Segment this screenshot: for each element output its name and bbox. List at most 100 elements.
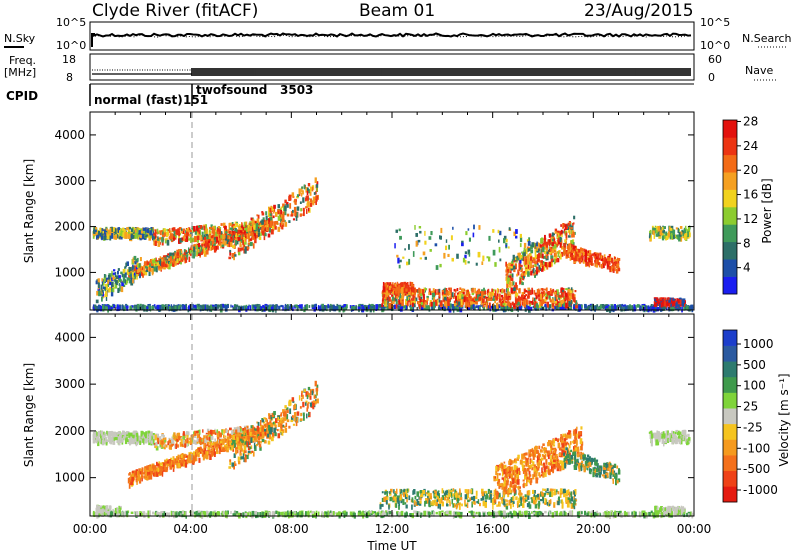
echo-cell (388, 302, 392, 309)
echo-cell (169, 230, 172, 235)
echo-cell (122, 280, 125, 283)
echo-cell (243, 234, 246, 237)
echo-cell (201, 243, 204, 247)
echo-cell (97, 230, 101, 235)
echo-cell (235, 304, 239, 307)
echo-cell (405, 288, 408, 292)
echo-cell (261, 226, 265, 232)
echo-cell (253, 224, 256, 230)
echo-cell (194, 236, 197, 242)
echo-cell (477, 294, 479, 301)
echo-cell (221, 244, 225, 248)
echo-cell (582, 252, 585, 257)
echo-cell (191, 244, 194, 250)
echo-cell (289, 203, 292, 209)
echo-cell (305, 197, 307, 202)
echo-cell (679, 226, 683, 229)
echo-cell (520, 254, 523, 259)
echo-cell (299, 201, 302, 204)
echo-cell (228, 222, 230, 227)
echo-cell (195, 243, 198, 247)
echo-cell (213, 242, 216, 246)
echo-cell (172, 227, 175, 232)
echo-cell (589, 305, 592, 308)
echo-cell (505, 261, 507, 267)
echo-cell (118, 278, 122, 282)
echo-cell (167, 230, 169, 236)
echo-cell (545, 254, 547, 257)
echo-cell (678, 228, 680, 232)
echo-cell (214, 304, 217, 309)
echo-cell (93, 228, 96, 234)
echo-cell (170, 307, 173, 311)
echo-cell (414, 225, 416, 230)
echo-cell (569, 303, 572, 310)
echo-cell (252, 226, 255, 232)
echo-cell (132, 264, 134, 271)
echo-cell (239, 230, 243, 233)
echo-cell (555, 252, 558, 257)
echo-cell (559, 230, 562, 236)
echo-cell (195, 245, 198, 250)
echo-cell (309, 186, 312, 192)
echo-cell (237, 247, 240, 253)
echo-cell (515, 235, 518, 239)
echo-cell (581, 256, 584, 261)
echo-cell (515, 298, 518, 305)
echo-cell (463, 294, 466, 298)
echo-cell (102, 230, 104, 234)
echo-cell (572, 245, 576, 250)
echo-cell (534, 273, 536, 278)
echo-cell (409, 295, 412, 299)
echo-cell (547, 249, 550, 254)
echo-cell (148, 437, 151, 443)
echo-cell (553, 258, 556, 265)
echo-cell (473, 296, 476, 301)
echo-cell (573, 215, 576, 220)
echo-cell (161, 240, 164, 246)
echo-cell (536, 257, 539, 260)
echo-cell (408, 290, 411, 296)
echo-cell (548, 233, 552, 238)
echo-cell (200, 246, 203, 252)
echo-cell (273, 221, 276, 227)
echo-cell (681, 230, 685, 234)
echo-cell (514, 289, 517, 294)
echo-cell (116, 438, 119, 443)
echo-cell (643, 303, 646, 307)
noise-left-tick-low: 10^0 (56, 39, 86, 52)
echo-cell (424, 240, 427, 245)
echo-cell (142, 267, 144, 270)
echo-cell (230, 242, 233, 247)
echo-cell (150, 261, 154, 266)
echo-cell (652, 230, 655, 235)
echo-cell (532, 305, 536, 308)
echo-cell (234, 254, 237, 257)
echo-cell (134, 265, 136, 271)
freq-label-line1: Freq. (9, 54, 36, 67)
echo-cell (535, 301, 538, 305)
echo-cell (573, 251, 576, 257)
noise-right-tick-low: 10^0 (700, 39, 730, 52)
echo-cell (122, 227, 125, 231)
echo-cell (133, 268, 136, 274)
y-tick-label: 4000 (54, 128, 85, 142)
echo-cell (131, 271, 135, 278)
echo-cell (102, 436, 105, 441)
echo-cell (682, 235, 685, 239)
echo-cell (518, 296, 521, 300)
echo-cell (122, 269, 126, 274)
echo-cell (194, 230, 197, 235)
echo-cell (184, 238, 187, 242)
echo-cell (211, 245, 214, 248)
echo-cell (600, 263, 603, 269)
echo-cell (504, 302, 507, 307)
echo-cell (661, 226, 664, 231)
echo-cell (148, 270, 151, 276)
echo-cell (312, 200, 315, 206)
echo-cell (241, 222, 243, 225)
echo-cell (226, 229, 229, 234)
echo-cell (236, 235, 239, 238)
